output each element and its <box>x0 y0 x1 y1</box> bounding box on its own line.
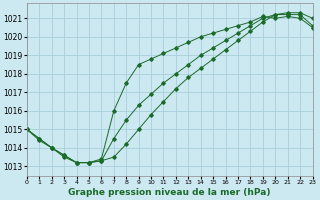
X-axis label: Graphe pression niveau de la mer (hPa): Graphe pression niveau de la mer (hPa) <box>68 188 271 197</box>
